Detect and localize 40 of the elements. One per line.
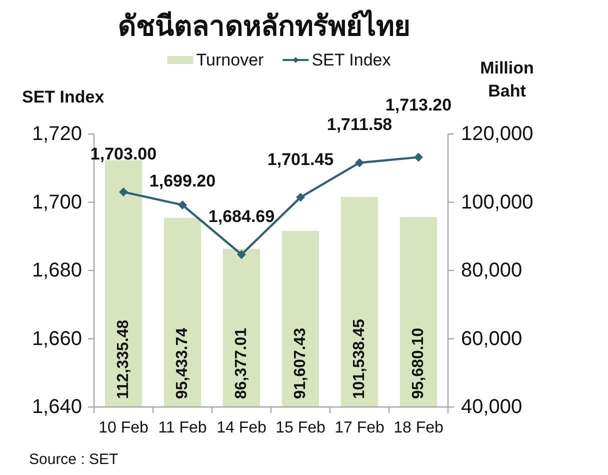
y2-tick-label: 80,000 bbox=[461, 260, 522, 282]
chart-title: ดัชนีตลาดหลักทรัพย์ไทย bbox=[118, 10, 410, 42]
source-note: Source : SET bbox=[29, 451, 118, 468]
point bbox=[237, 250, 246, 259]
x-tick-label: 14 Feb bbox=[216, 420, 267, 436]
x-tick-label: 10 Feb bbox=[98, 420, 149, 436]
data-label: 1,713.20 bbox=[385, 96, 452, 115]
y2-axis-title: Million Baht bbox=[480, 58, 534, 100]
data-label: 1,711.58 bbox=[326, 115, 392, 134]
x-tick-label: 17 Feb bbox=[334, 420, 385, 436]
y-tick-label: 1,720 bbox=[32, 123, 82, 145]
y2-tick-label: 120,000 bbox=[461, 123, 534, 145]
data-label: 1,699.20 bbox=[149, 171, 216, 190]
y-tick-label: 1,660 bbox=[32, 328, 82, 350]
point bbox=[178, 200, 187, 210]
data-label: 1,701.45 bbox=[267, 150, 334, 169]
x-tick-label: 15 Feb bbox=[276, 420, 326, 436]
data-label: 1,684.69 bbox=[208, 206, 275, 226]
y-tick-label: 1,680 bbox=[32, 260, 82, 282]
point bbox=[296, 192, 305, 202]
y2-tick-label: 40,000 bbox=[461, 396, 522, 418]
point bbox=[355, 158, 364, 168]
y-tick-label: 1,640 bbox=[32, 396, 82, 418]
data-label: 1,703.00 bbox=[90, 144, 157, 164]
y2-tick-label: 100,000 bbox=[461, 191, 534, 214]
data-label: 112,335.48 bbox=[115, 320, 132, 399]
data-label: 95,680.10 bbox=[410, 328, 427, 399]
data-label: 101,538.45 bbox=[351, 318, 368, 399]
point bbox=[414, 152, 423, 162]
x-tick-label: 11 Feb bbox=[158, 420, 207, 436]
data-label: 91,607.43 bbox=[292, 328, 309, 399]
legend-label: Turnover bbox=[196, 50, 264, 70]
y2-tick-label: 60,000 bbox=[461, 328, 522, 350]
x-tick-label: 18 Feb bbox=[394, 420, 444, 436]
y-tick-label: 1,700 bbox=[32, 191, 82, 214]
data-label: 86,377.01 bbox=[233, 328, 250, 399]
data-label: 95,433.74 bbox=[174, 328, 191, 399]
legend-label: SET Index bbox=[312, 50, 392, 70]
point bbox=[119, 188, 128, 197]
y-axis-title: SET Index bbox=[22, 88, 105, 106]
